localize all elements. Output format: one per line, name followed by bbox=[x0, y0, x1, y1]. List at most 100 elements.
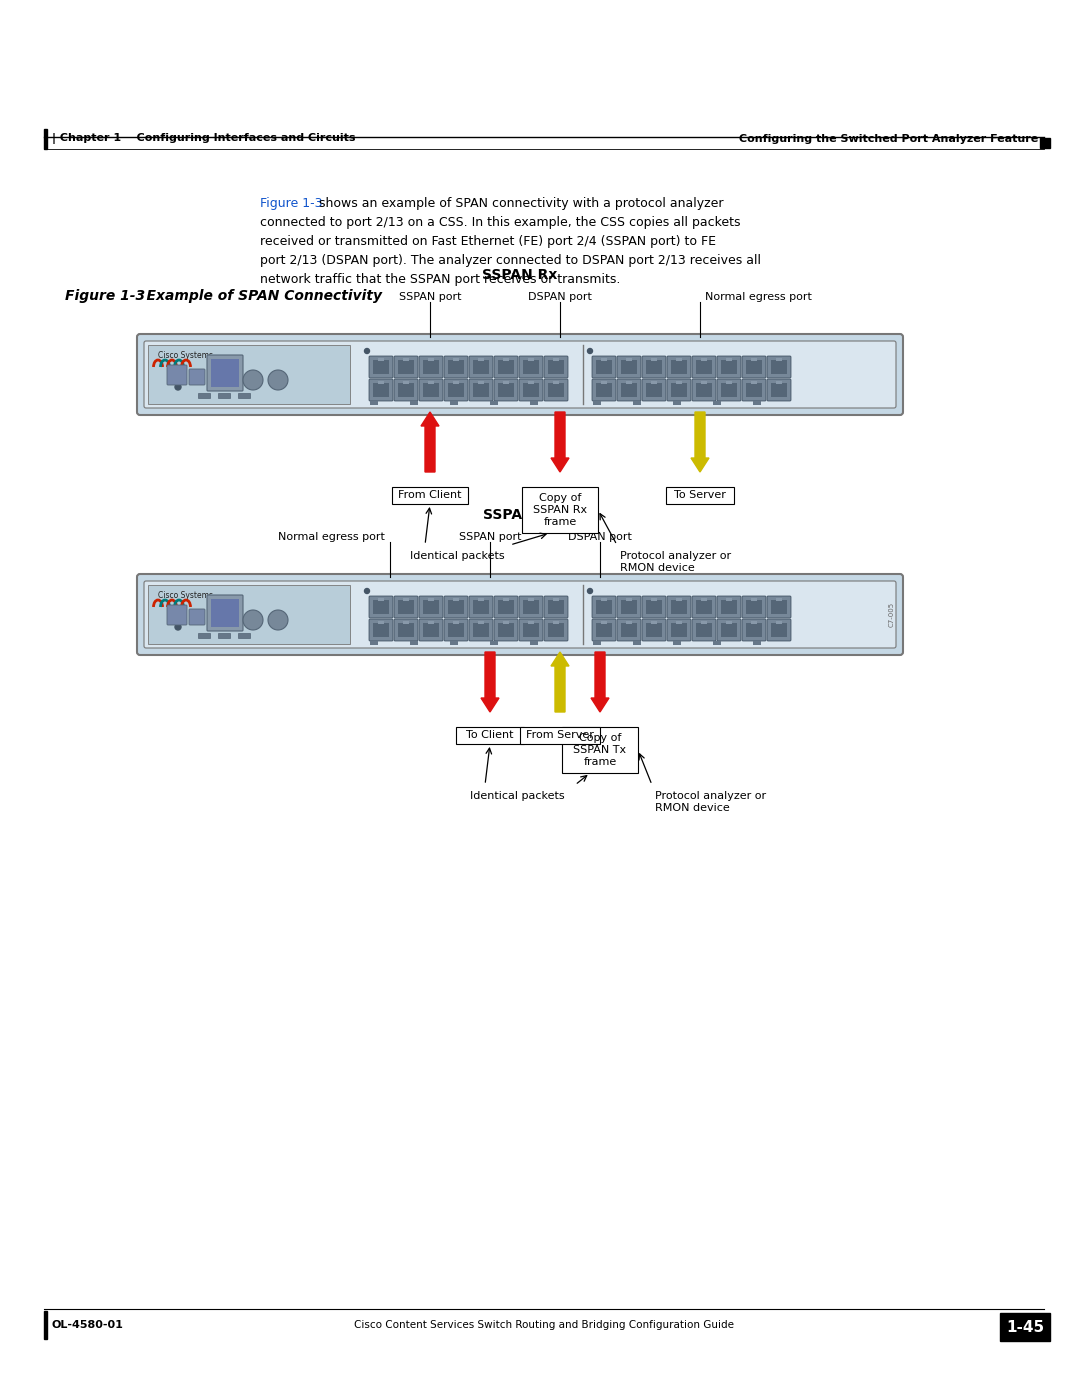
Text: Figure 1-3: Figure 1-3 bbox=[260, 197, 323, 210]
Bar bbox=[478, 381, 484, 384]
Bar bbox=[751, 598, 757, 601]
Polygon shape bbox=[691, 412, 708, 472]
Bar bbox=[218, 393, 230, 398]
Bar bbox=[503, 598, 509, 601]
FancyBboxPatch shape bbox=[717, 597, 741, 617]
Bar bbox=[651, 358, 657, 360]
FancyBboxPatch shape bbox=[207, 355, 243, 391]
FancyBboxPatch shape bbox=[667, 597, 691, 617]
Bar bbox=[726, 381, 732, 384]
Bar bbox=[626, 381, 632, 384]
FancyBboxPatch shape bbox=[419, 379, 443, 401]
FancyBboxPatch shape bbox=[137, 334, 903, 415]
Bar bbox=[148, 345, 350, 404]
FancyBboxPatch shape bbox=[642, 379, 666, 401]
Bar bbox=[553, 598, 559, 601]
FancyBboxPatch shape bbox=[544, 597, 568, 617]
Text: Normal egress port: Normal egress port bbox=[279, 532, 384, 542]
Bar bbox=[523, 383, 539, 397]
Bar bbox=[600, 598, 607, 601]
Text: Copy of
SSPAN Tx
frame: Copy of SSPAN Tx frame bbox=[573, 733, 626, 767]
Bar bbox=[777, 381, 782, 384]
Text: Figure 1-3: Figure 1-3 bbox=[65, 289, 145, 303]
FancyBboxPatch shape bbox=[444, 356, 468, 379]
Bar bbox=[490, 401, 498, 405]
Bar bbox=[726, 598, 732, 601]
FancyBboxPatch shape bbox=[519, 379, 543, 401]
FancyBboxPatch shape bbox=[592, 356, 616, 379]
Circle shape bbox=[268, 610, 288, 630]
Bar bbox=[676, 381, 681, 384]
Bar bbox=[530, 401, 538, 405]
FancyBboxPatch shape bbox=[494, 597, 518, 617]
FancyBboxPatch shape bbox=[667, 356, 691, 379]
FancyBboxPatch shape bbox=[667, 619, 691, 641]
Bar bbox=[373, 599, 389, 615]
FancyBboxPatch shape bbox=[469, 356, 492, 379]
Bar bbox=[473, 360, 489, 374]
Circle shape bbox=[365, 588, 369, 594]
Polygon shape bbox=[421, 412, 438, 472]
Bar bbox=[746, 599, 762, 615]
Bar bbox=[713, 641, 721, 645]
Bar bbox=[478, 622, 484, 624]
Bar bbox=[771, 383, 787, 397]
Bar bbox=[671, 623, 687, 637]
Text: Configuring the Switched Port Analyzer Feature: Configuring the Switched Port Analyzer F… bbox=[739, 134, 1038, 144]
Bar bbox=[211, 599, 239, 627]
Bar bbox=[498, 623, 514, 637]
Bar bbox=[721, 599, 737, 615]
Bar bbox=[450, 401, 458, 405]
Bar bbox=[473, 599, 489, 615]
FancyBboxPatch shape bbox=[617, 379, 642, 401]
Bar bbox=[673, 401, 681, 405]
Bar bbox=[626, 598, 632, 601]
Bar bbox=[473, 383, 489, 397]
Text: Example of SPAN Connectivity: Example of SPAN Connectivity bbox=[127, 289, 382, 303]
Bar bbox=[596, 599, 612, 615]
Bar bbox=[453, 381, 459, 384]
Bar bbox=[696, 383, 712, 397]
Bar bbox=[696, 623, 712, 637]
FancyBboxPatch shape bbox=[692, 356, 716, 379]
FancyBboxPatch shape bbox=[767, 356, 791, 379]
FancyBboxPatch shape bbox=[444, 619, 468, 641]
Text: received or transmitted on Fast Ethernet (FE) port 2/4 (SSPAN port) to FE: received or transmitted on Fast Ethernet… bbox=[260, 235, 716, 249]
FancyBboxPatch shape bbox=[617, 356, 642, 379]
Bar bbox=[399, 360, 414, 374]
Bar bbox=[596, 623, 612, 637]
Text: SSPAN port: SSPAN port bbox=[399, 292, 461, 302]
FancyBboxPatch shape bbox=[207, 595, 243, 631]
Circle shape bbox=[175, 384, 181, 390]
Bar bbox=[198, 633, 210, 638]
Bar bbox=[428, 622, 434, 624]
Bar bbox=[553, 622, 559, 624]
Bar bbox=[528, 598, 534, 601]
Bar bbox=[751, 381, 757, 384]
Bar bbox=[498, 360, 514, 374]
Bar bbox=[423, 623, 438, 637]
Bar bbox=[726, 358, 732, 360]
Bar bbox=[478, 598, 484, 601]
FancyBboxPatch shape bbox=[617, 597, 642, 617]
FancyBboxPatch shape bbox=[144, 341, 896, 408]
Bar bbox=[562, 726, 638, 773]
FancyBboxPatch shape bbox=[667, 379, 691, 401]
Bar bbox=[503, 381, 509, 384]
Bar bbox=[530, 641, 538, 645]
Bar bbox=[522, 488, 598, 534]
Circle shape bbox=[268, 370, 288, 390]
Bar bbox=[528, 358, 534, 360]
Bar bbox=[378, 622, 384, 624]
Bar bbox=[600, 381, 607, 384]
Bar bbox=[651, 598, 657, 601]
FancyBboxPatch shape bbox=[469, 379, 492, 401]
Bar bbox=[423, 383, 438, 397]
Circle shape bbox=[175, 624, 181, 630]
FancyBboxPatch shape bbox=[369, 597, 393, 617]
Bar bbox=[392, 488, 468, 504]
Bar bbox=[646, 599, 662, 615]
FancyBboxPatch shape bbox=[167, 605, 187, 624]
Bar bbox=[473, 623, 489, 637]
FancyBboxPatch shape bbox=[767, 379, 791, 401]
